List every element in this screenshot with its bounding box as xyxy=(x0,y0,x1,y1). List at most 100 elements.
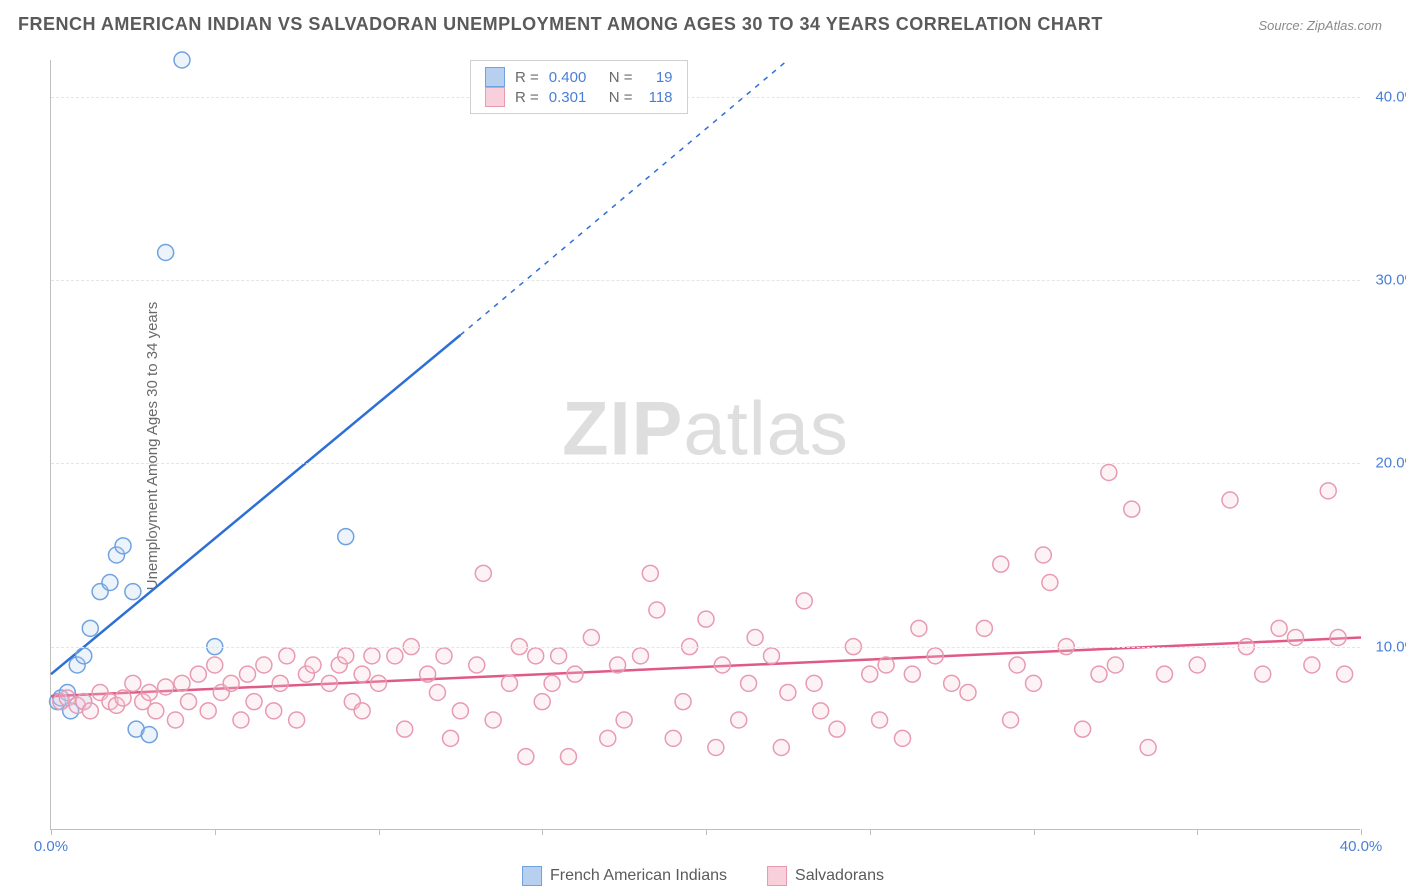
data-point xyxy=(1288,630,1304,646)
data-point xyxy=(544,675,560,691)
stats-legend-row: R =0.400N = 19 xyxy=(485,67,673,87)
data-point xyxy=(502,675,518,691)
data-point xyxy=(387,648,403,664)
x-tick-mark xyxy=(542,829,543,835)
data-point xyxy=(305,657,321,673)
data-point xyxy=(675,694,691,710)
data-point xyxy=(731,712,747,728)
x-tick-label: 40.0% xyxy=(1340,838,1383,855)
data-point xyxy=(633,648,649,664)
legend-swatch xyxy=(522,866,542,886)
data-point xyxy=(616,712,632,728)
legend-item: Salvadorans xyxy=(767,866,884,886)
data-point xyxy=(583,630,599,646)
y-tick-label: 30.0% xyxy=(1375,272,1406,289)
data-point xyxy=(993,556,1009,572)
data-point xyxy=(443,730,459,746)
data-point xyxy=(181,694,197,710)
data-point xyxy=(371,675,387,691)
data-point xyxy=(207,657,223,673)
x-tick-mark xyxy=(215,829,216,835)
data-point xyxy=(610,657,626,673)
data-point xyxy=(773,740,789,756)
data-point xyxy=(911,620,927,636)
data-point xyxy=(1222,492,1238,508)
y-tick-label: 20.0% xyxy=(1375,455,1406,472)
data-point xyxy=(397,721,413,737)
series-legend: French American Indians Salvadorans xyxy=(522,866,884,886)
data-point xyxy=(518,749,534,765)
data-point xyxy=(551,648,567,664)
data-point xyxy=(125,675,141,691)
data-point xyxy=(190,666,206,682)
data-point xyxy=(158,679,174,695)
data-point xyxy=(741,675,757,691)
data-point xyxy=(256,657,272,673)
legend-label: French American Indians xyxy=(550,867,727,885)
x-tick-mark xyxy=(1034,829,1035,835)
data-point xyxy=(364,648,380,664)
data-point xyxy=(872,712,888,728)
data-point xyxy=(115,538,131,554)
data-point xyxy=(747,630,763,646)
data-point xyxy=(141,727,157,743)
data-point xyxy=(167,712,183,728)
data-point xyxy=(1026,675,1042,691)
y-tick-label: 10.0% xyxy=(1375,638,1406,655)
stats-legend: R =0.400N = 19R = 0.301N =118 xyxy=(470,60,688,114)
data-point xyxy=(642,565,658,581)
gridline xyxy=(51,97,1360,98)
data-point xyxy=(813,703,829,719)
data-point xyxy=(714,657,730,673)
data-point xyxy=(806,675,822,691)
data-point xyxy=(528,648,544,664)
data-point xyxy=(1009,657,1025,673)
n-value: 19 xyxy=(643,69,673,86)
data-point xyxy=(1107,657,1123,673)
x-tick-mark xyxy=(379,829,380,835)
data-point xyxy=(102,575,118,591)
data-point xyxy=(82,620,98,636)
data-point xyxy=(76,648,92,664)
legend-swatch xyxy=(485,87,505,107)
x-tick-mark xyxy=(706,829,707,835)
data-point xyxy=(649,602,665,618)
data-point xyxy=(148,703,164,719)
x-tick-mark xyxy=(1361,829,1362,835)
data-point xyxy=(289,712,305,728)
data-point xyxy=(796,593,812,609)
data-point xyxy=(469,657,485,673)
data-point xyxy=(82,703,98,719)
x-tick-mark xyxy=(51,829,52,835)
data-point xyxy=(567,666,583,682)
data-point xyxy=(158,245,174,261)
stats-legend-row: R = 0.301N =118 xyxy=(485,87,673,107)
data-point xyxy=(125,584,141,600)
data-point xyxy=(1075,721,1091,737)
data-point xyxy=(878,657,894,673)
chart-title: FRENCH AMERICAN INDIAN VS SALVADORAN UNE… xyxy=(18,14,1103,35)
data-point xyxy=(321,675,337,691)
data-point xyxy=(272,675,288,691)
legend-swatch xyxy=(485,67,505,87)
n-label: N = xyxy=(609,89,633,106)
x-tick-mark xyxy=(1197,829,1198,835)
data-point xyxy=(1157,666,1173,682)
data-point xyxy=(200,703,216,719)
data-point xyxy=(904,666,920,682)
data-point xyxy=(223,675,239,691)
gridline xyxy=(51,280,1360,281)
data-point xyxy=(1101,465,1117,481)
data-point xyxy=(780,685,796,701)
data-point xyxy=(452,703,468,719)
r-value: 0.301 xyxy=(549,89,599,106)
data-point xyxy=(475,565,491,581)
data-point xyxy=(240,666,256,682)
data-point xyxy=(174,52,190,68)
data-point xyxy=(429,685,445,701)
data-point xyxy=(862,666,878,682)
data-point xyxy=(560,749,576,765)
data-point xyxy=(665,730,681,746)
data-point xyxy=(1304,657,1320,673)
data-point xyxy=(338,648,354,664)
